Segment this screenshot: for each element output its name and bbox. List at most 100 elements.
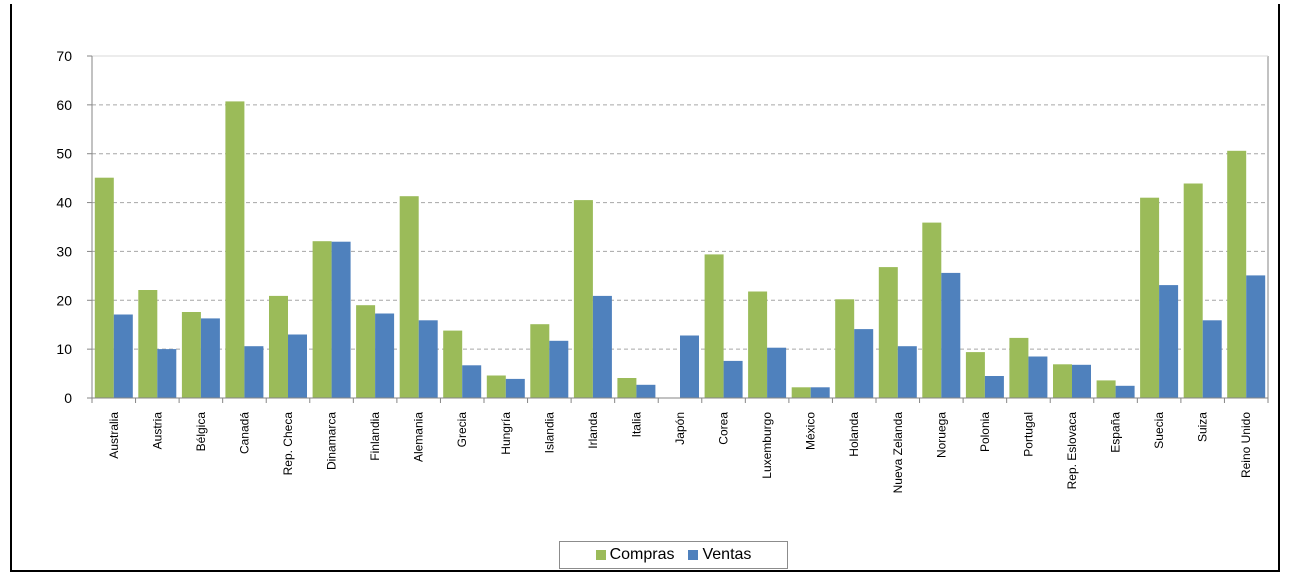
bar-ventas-australia — [113, 314, 133, 398]
x-tick-label-polonia: Polonia — [978, 412, 992, 452]
legend-label-compras: Compras — [609, 546, 675, 563]
x-tick-label-italia: Italia — [629, 412, 643, 438]
x-tick-label-rep-eslovaca: Rep. Eslovaca — [1065, 412, 1079, 490]
y-tick-label: 20 — [56, 292, 72, 308]
bar-ventas-japon — [680, 335, 699, 398]
bar-compras-corea — [704, 254, 724, 398]
bar-compras-canada — [225, 101, 245, 399]
x-tick-label-alemania: Alemania — [412, 412, 426, 462]
bar-ventas-rep-checa — [288, 334, 307, 398]
x-tick-label-hungria: Hungría — [499, 412, 513, 455]
bar-ventas-canada — [244, 346, 264, 398]
bar-ventas-espana — [1115, 385, 1135, 398]
x-tick-label-islandia: Islandia — [542, 412, 556, 454]
bar-compras-irlanda — [573, 200, 593, 398]
y-tick-label: 0 — [64, 390, 72, 406]
bar-ventas-alemania — [418, 320, 438, 398]
bar-ventas-mexico — [810, 387, 830, 398]
x-tick-labels: Australia Austria Bélgica Canadá Rep. Checa D… — [107, 412, 1253, 494]
bar-compras-rep-eslovaca — [1053, 364, 1072, 398]
bar-compras-espana — [1096, 380, 1116, 398]
bar-compras-suecia — [1140, 197, 1160, 398]
x-tick-label-canada: Canadá — [237, 412, 251, 454]
y-tick-label: 60 — [56, 97, 72, 113]
legend: Compras Ventas — [559, 541, 788, 569]
x-tick-label-finlandia: Finlandia — [368, 412, 382, 461]
bar-ventas-grecia — [462, 365, 482, 398]
x-tick-label-grecia: Grecia — [455, 412, 469, 448]
bar-compras-belgica — [181, 312, 201, 398]
x-tick-label-japon: Japón — [673, 412, 687, 445]
x-tick-label-suecia: Suecia — [1152, 412, 1166, 449]
bar-ventas-belgica — [200, 318, 220, 398]
bar-ventas-islandia — [549, 340, 569, 398]
bar-ventas-italia — [636, 384, 656, 398]
x-tick-label-luxemburgo: Luxemburgo — [760, 412, 774, 479]
bar-compras-reino-unido — [1227, 150, 1247, 398]
x-tick-label-espana: España — [1109, 412, 1123, 453]
bar-ventas-corea — [723, 360, 743, 398]
bar-compras-suiza — [1183, 183, 1203, 398]
bar-ventas-finlandia — [375, 313, 395, 398]
legend-swatch-compras — [595, 550, 606, 560]
bar-compras-italia — [617, 378, 637, 398]
bar-compras-islandia — [530, 324, 550, 398]
axes — [87, 55, 1269, 403]
x-tick-label-noruega: Noruega — [934, 412, 948, 458]
bars — [94, 101, 1266, 399]
bar-ventas-holanda — [854, 329, 874, 398]
x-tick-label-portugal: Portugal — [1021, 412, 1035, 457]
y-tick-label: 40 — [56, 195, 72, 211]
x-tick-label-austria: Austria — [150, 412, 164, 450]
bar-compras-polonia — [965, 352, 985, 398]
bar-ventas-luxemburgo — [767, 347, 787, 398]
bar-compras-rep-checa — [269, 295, 288, 398]
bar-ventas-rep-eslovaca — [1072, 364, 1091, 398]
bar-ventas-noruega — [941, 272, 961, 398]
x-tick-label-australia: Australia — [107, 412, 121, 459]
bar-compras-hungria — [486, 375, 506, 398]
x-tick-label-dinamarca: Dinamarca — [325, 412, 339, 470]
y-tick-label: 10 — [56, 341, 72, 357]
bar-ventas-dinamarca — [331, 241, 351, 398]
x-tick-label-corea: Corea — [717, 412, 731, 445]
bar-ventas-suecia — [1159, 285, 1179, 398]
legend-swatch-ventas — [688, 550, 699, 560]
bar-ventas-reino-unido — [1246, 275, 1266, 398]
bar-compras-holanda — [835, 299, 855, 398]
bar-compras-australia — [94, 177, 114, 398]
legend-item-compras: Compras — [595, 546, 675, 564]
legend-item-ventas: Ventas — [688, 546, 751, 564]
x-tick-label-reino-unido: Reino Unido — [1239, 412, 1253, 478]
x-tick-label-irlanda: Irlanda — [586, 412, 600, 449]
bar-ventas-austria — [157, 349, 177, 398]
bar-compras-dinamarca — [312, 241, 332, 398]
bar-ventas-nueva-zelanda — [897, 346, 917, 398]
bar-ventas-portugal — [1028, 356, 1048, 398]
legend-label-ventas: Ventas — [702, 546, 752, 563]
bar-ventas-irlanda — [592, 295, 612, 398]
chart-frame — [10, 4, 1280, 572]
y-tick-labels: 0 10 20 30 40 50 60 70 — [56, 48, 72, 406]
x-tick-label-holanda: Holanda — [847, 412, 861, 457]
bar-ventas-suiza — [1202, 320, 1222, 398]
bar-compras-austria — [138, 290, 158, 398]
bar-compras-finlandia — [356, 305, 376, 398]
bar-ventas-hungria — [505, 378, 525, 398]
bar-compras-mexico — [791, 387, 811, 398]
x-tick-label-belgica: Bélgica — [194, 412, 208, 452]
bar-ventas-polonia — [984, 376, 1004, 398]
x-tick-label-mexico: México — [804, 412, 818, 450]
bar-compras-alemania — [399, 196, 419, 398]
bar-compras-grecia — [443, 330, 463, 398]
y-tick-label: 50 — [56, 146, 72, 162]
x-tick-label-nueva-zelanda: Nueva Zelanda — [891, 412, 905, 494]
y-tick-label: 30 — [56, 243, 72, 259]
x-tick-label-rep-checa: Rep. Checa — [281, 412, 295, 476]
bar-compras-nueva-zelanda — [878, 267, 898, 398]
bar-compras-portugal — [1009, 337, 1029, 398]
x-tick-label-suiza: Suiza — [1196, 412, 1210, 442]
gridlines — [92, 55, 1268, 350]
y-tick-label: 70 — [56, 48, 72, 64]
